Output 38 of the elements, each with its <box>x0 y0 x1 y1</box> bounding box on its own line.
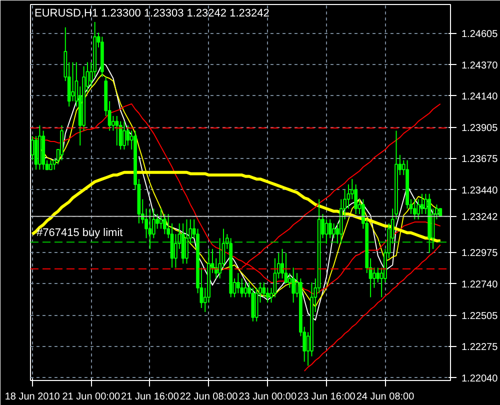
y-tick-label: 1.22040 <box>462 373 498 384</box>
chart-title: EURUSD,H1 1.23300 1.23303 1.23242 1.23242 <box>34 8 270 20</box>
candlestick <box>115 115 119 146</box>
y-tick-label: 1.24140 <box>462 91 498 102</box>
y-tick-label: 1.22505 <box>462 310 498 322</box>
y-tick-label: 1.23905 <box>462 122 498 134</box>
candlestick <box>328 218 332 239</box>
y-tick-label: 1.22740 <box>462 279 498 290</box>
candlestick <box>280 248 284 279</box>
candlestick <box>376 267 380 283</box>
x-tick-label: 23 Jun 16:00 <box>298 392 356 402</box>
x-tick-label: 18 Jun 2010 <box>4 392 60 402</box>
candlestick <box>332 222 336 239</box>
candlestick <box>71 62 74 102</box>
x-tick-label: 23 Jun 00:00 <box>238 392 297 402</box>
x-tick-label: 24 Jun 08:00 <box>356 392 415 402</box>
candlestick <box>420 193 424 214</box>
ref-line-label: #767415 buy limit <box>36 227 123 240</box>
candlestick <box>412 198 416 220</box>
x-tick-label: 21 Jun 00:00 <box>62 392 121 402</box>
x-tick-label: 22 Jun 08:00 <box>180 392 238 402</box>
x-tick-label: 21 Jun 16:00 <box>121 392 180 402</box>
candlestick <box>126 124 130 146</box>
candlestick <box>49 160 52 170</box>
y-tick-label: 1.23242 <box>462 212 498 223</box>
candlestick <box>324 218 328 244</box>
candlestick <box>292 267 296 304</box>
y-tick-label: 1.23675 <box>462 154 498 165</box>
y-tick-label: 1.24370 <box>462 60 498 72</box>
candlestick <box>185 218 188 264</box>
y-tick-label: 1.23440 <box>462 185 498 196</box>
y-tick-label: 1.24605 <box>462 28 498 40</box>
y-tick-label: 1.22275 <box>462 342 498 353</box>
candlestick <box>122 120 126 150</box>
candlestick <box>236 272 240 294</box>
candlestick <box>372 267 376 288</box>
y-tick-label: 1.22975 <box>462 248 498 259</box>
candlestick <box>159 208 163 230</box>
